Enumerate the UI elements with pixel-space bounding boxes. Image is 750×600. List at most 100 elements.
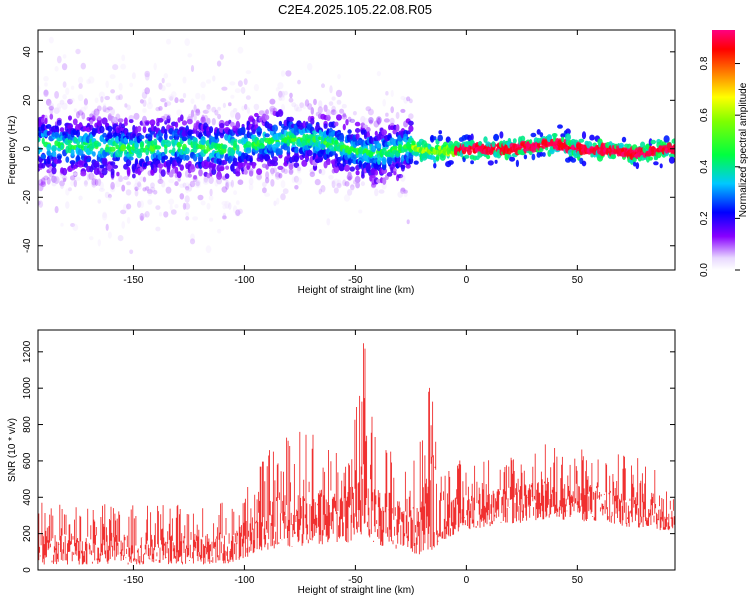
- spectrogram-cell: [164, 102, 168, 108]
- spectrogram-cell: [347, 176, 352, 182]
- spectrogram-cell: [161, 180, 166, 188]
- spectrogram-cell: [491, 141, 496, 148]
- spectrogram-cell: [38, 179, 44, 186]
- spectrogram-cell: [44, 82, 48, 87]
- spectrogram-cell: [48, 36, 54, 44]
- spectrogram-cell: [307, 62, 313, 71]
- spectrogram-cell: [400, 174, 406, 182]
- spectrogram-cell: [43, 175, 49, 181]
- spectrogram-cell: [406, 96, 411, 102]
- spectrogram-cell: [515, 159, 520, 168]
- spectrogram-cell: [56, 119, 62, 126]
- x-tick-label: -100: [234, 575, 254, 586]
- spectrogram-cell: [112, 164, 119, 169]
- spectrogram-cell: [101, 157, 108, 166]
- spectrogram-cell: [196, 143, 200, 150]
- spectrogram-cell: [163, 73, 169, 79]
- spectrogram-frame: [37, 29, 676, 271]
- spectrogram-cell: [62, 81, 67, 88]
- spectrogram-cell: [447, 160, 454, 165]
- spectrogram-cell: [318, 188, 322, 195]
- spectrogram-cell: [368, 119, 373, 125]
- spectrogram-cell: [109, 161, 116, 166]
- spectrogram-cell: [46, 177, 51, 185]
- spectrogram-cell: [336, 182, 342, 189]
- spectrogram-cell: [97, 199, 102, 204]
- spectrogram-cell: [621, 136, 627, 143]
- spectrogram-cell: [140, 215, 144, 221]
- spectrogram-cell: [632, 157, 637, 163]
- spectrogram-cell: [65, 156, 70, 163]
- spectrogram-cell: [386, 172, 393, 177]
- spectrogram-cell: [561, 136, 565, 143]
- spectrogram-cell: [366, 131, 370, 139]
- spectrogram-cell: [131, 72, 136, 80]
- spectrogram-cell: [377, 117, 381, 126]
- spectrogram-cell: [148, 97, 152, 105]
- spectrogram-cell: [134, 189, 139, 197]
- spectrogram-cell: [253, 84, 259, 92]
- spectrogram-cell: [184, 195, 190, 203]
- spectrogram-cell: [219, 166, 225, 172]
- spectrogram-cell: [91, 110, 97, 116]
- spectrogram-cell: [40, 181, 47, 188]
- spectrogram-cell: [118, 150, 123, 158]
- spectrogram-cell: [361, 173, 365, 179]
- spectrogram-cell: [150, 182, 155, 189]
- spectrogram-cell: [117, 177, 124, 183]
- spectrogram-cell: [93, 160, 100, 168]
- spectrogram-cell: [147, 199, 153, 205]
- spectrogram-cell: [185, 182, 190, 187]
- spectrogram-cell: [43, 76, 49, 82]
- spectrogram-cell: [280, 180, 286, 189]
- spectrogram-cell: [181, 136, 188, 142]
- spectrogram-cell: [531, 153, 536, 161]
- spectrogram-cell: [221, 215, 227, 220]
- spectrogram-cell: [134, 141, 139, 148]
- spectrogram-cell: [51, 166, 57, 175]
- spectrogram-cell: [129, 82, 134, 88]
- spectrogram-cell: [219, 122, 225, 129]
- spectrogram-cell: [323, 123, 328, 129]
- spectrogram-cell: [139, 200, 144, 208]
- spectrogram-cell: [530, 132, 537, 138]
- spectrogram-cell: [117, 118, 124, 123]
- spectrogram-cell: [39, 147, 43, 152]
- spectrogram-cell: [539, 132, 544, 138]
- spectrogram-cell: [295, 107, 303, 112]
- spectrogram-y-label: Frequency (Hz): [7, 116, 18, 185]
- spectrogram-cell: [240, 86, 246, 94]
- spectrogram-cell: [153, 190, 158, 195]
- spectrogram-cell: [171, 91, 177, 99]
- spectrogram-cell: [57, 106, 61, 113]
- spectrogram-cell: [53, 107, 60, 114]
- spectrogram-cell: [265, 177, 270, 184]
- spectrogram-cell: [297, 79, 301, 85]
- spectrogram-cell: [347, 116, 352, 123]
- spectrogram-cell: [350, 184, 355, 191]
- spectrogram-cell: [610, 154, 617, 160]
- spectrogram-cell: [121, 54, 126, 62]
- spectrogram-cell: [668, 153, 675, 158]
- spectrogram-cell: [78, 83, 83, 89]
- spectrogram-cell: [296, 165, 302, 174]
- spectrogram-cell: [205, 106, 212, 113]
- spectrogram-cell: [405, 163, 411, 169]
- colorbar-tick-label: 0.8: [699, 56, 710, 70]
- snr-y-ticks: 0 200 400 600 800 1000 1200: [22, 340, 675, 573]
- spectrogram-cell: [350, 186, 355, 192]
- spectrogram-cell: [274, 172, 281, 180]
- spectrogram-cell: [381, 156, 387, 165]
- y-tick-label: 20: [22, 94, 33, 106]
- spectrogram-cell: [264, 133, 270, 138]
- spectrogram-cell: [160, 98, 167, 103]
- spectrogram-cell: [233, 108, 238, 114]
- spectrogram-cell: [248, 177, 254, 185]
- spectrogram-cell: [104, 191, 110, 199]
- spectrogram-cell: [165, 140, 172, 148]
- spectrogram-cell: [214, 179, 219, 187]
- spectrogram-cell: [77, 94, 84, 102]
- spectrogram-cell: [185, 211, 190, 217]
- spectrogram-cell: [360, 115, 366, 124]
- spectrogram-cell: [280, 167, 286, 173]
